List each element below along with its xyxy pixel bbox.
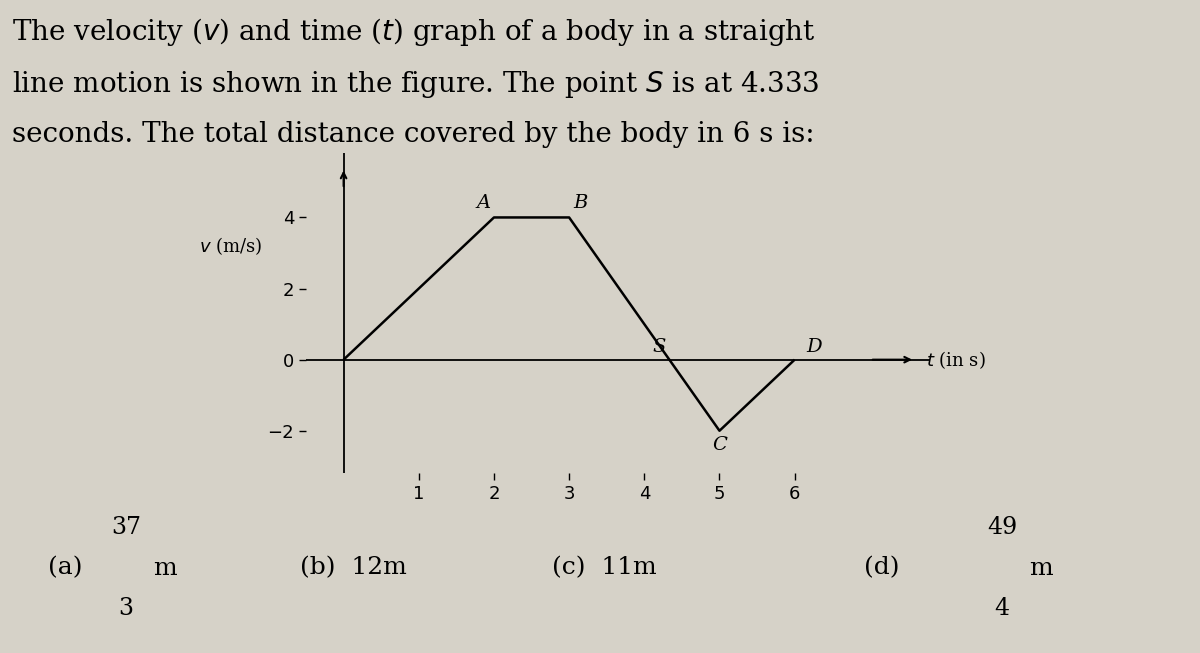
Text: $v$ (m/s): $v$ (m/s) xyxy=(199,235,263,257)
Text: B: B xyxy=(572,194,587,212)
Text: 4: 4 xyxy=(995,597,1009,620)
Text: (b)  12m: (b) 12m xyxy=(300,556,407,580)
Text: C: C xyxy=(712,436,727,454)
Text: m: m xyxy=(1030,556,1054,580)
Text: S: S xyxy=(653,338,666,356)
Text: line motion is shown in the figure. The point $S$ is at 4.333: line motion is shown in the figure. The … xyxy=(12,69,820,99)
Text: $t$ (in s): $t$ (in s) xyxy=(926,349,986,371)
Text: 3: 3 xyxy=(119,597,133,620)
Text: D: D xyxy=(806,338,822,356)
Text: (d): (d) xyxy=(864,556,900,580)
Text: 37: 37 xyxy=(112,516,142,539)
Text: The velocity ($v$) and time ($t$) graph of a body in a straight: The velocity ($v$) and time ($t$) graph … xyxy=(12,16,816,48)
Text: A: A xyxy=(476,194,490,212)
Text: 49: 49 xyxy=(986,516,1018,539)
Text: seconds. The total distance covered by the body in 6 s is:: seconds. The total distance covered by t… xyxy=(12,121,815,148)
Text: (c)  11m: (c) 11m xyxy=(552,556,656,580)
Text: (a): (a) xyxy=(48,556,83,580)
Text: m: m xyxy=(154,556,178,580)
